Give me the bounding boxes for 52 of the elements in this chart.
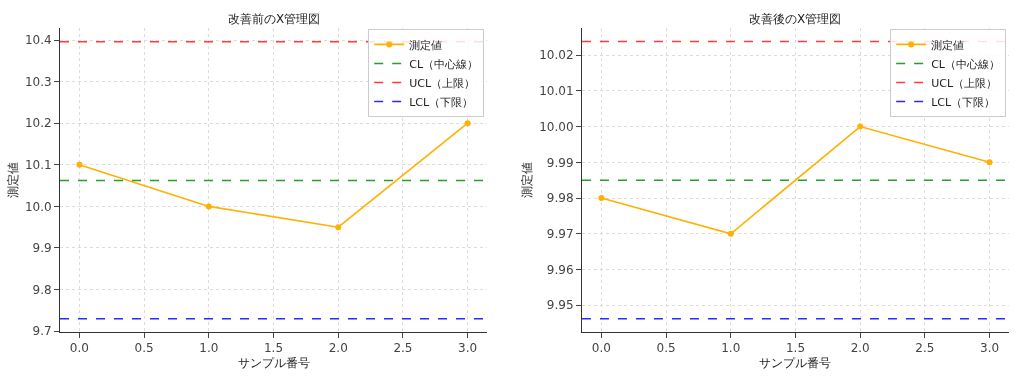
chart-title: 改善後のX管理図 <box>749 12 842 26</box>
legend-label: UCL（上限） <box>409 76 476 90</box>
y-tick-label: 9.97 <box>546 226 574 241</box>
y-tick-label: 9.98 <box>546 191 574 206</box>
y-tick-label: 10.2 <box>24 116 52 131</box>
y-tick-label: 10.3 <box>24 74 52 89</box>
y-tick-label: 10.02 <box>539 48 574 63</box>
x-tick-label: 1.0 <box>199 341 219 356</box>
legend-label: UCL（上限） <box>931 76 998 90</box>
y-tick-label: 9.8 <box>32 282 52 297</box>
y-tick-label: 9.9 <box>32 241 52 256</box>
x-tick-label: 1.0 <box>721 341 741 356</box>
x-tick-label: 0.0 <box>69 341 89 356</box>
legend-label: LCL（下限） <box>931 95 996 109</box>
point <box>727 230 734 237</box>
x-tick-label: 0.5 <box>656 341 676 356</box>
chart-title: 改善前のX管理図 <box>228 12 321 26</box>
point <box>857 123 864 130</box>
y-tick-label: 10.0 <box>24 199 52 214</box>
x-tick-label: 1.5 <box>785 341 806 356</box>
point <box>986 159 993 166</box>
y-tick-label: 10.4 <box>24 33 52 48</box>
legend-label: 測定値 <box>931 38 965 52</box>
y-tick-label: 9.95 <box>546 298 574 313</box>
x-tick-label: 2.0 <box>850 341 870 356</box>
x-tick-label: 3.0 <box>458 341 478 356</box>
y-axis-title: 測定値 <box>520 162 535 198</box>
x-tick-label: 3.0 <box>980 341 1000 356</box>
y-tick-label: 10.1 <box>24 158 52 173</box>
y-tick-label: 9.96 <box>546 262 574 277</box>
x-tick-label: 2.5 <box>393 341 413 356</box>
legend-label: LCL（下限） <box>409 95 474 109</box>
point <box>464 120 471 127</box>
y-axis-title: 測定値 <box>6 162 21 198</box>
x-tick-label: 2.0 <box>328 341 348 356</box>
point <box>205 203 212 210</box>
point <box>335 224 342 231</box>
x-axis-title: サンプル番号 <box>759 356 832 371</box>
x-tick-label: 0.5 <box>134 341 154 356</box>
y-tick-label: 9.7 <box>32 324 52 339</box>
legend-label: CL（中心線） <box>409 57 479 71</box>
point <box>76 161 83 168</box>
x-tick-label: 2.5 <box>915 341 935 356</box>
x-axis-title: サンプル番号 <box>237 356 310 371</box>
y-tick-label: 10.01 <box>539 84 574 99</box>
point <box>598 195 605 202</box>
x-tick-label: 0.0 <box>591 341 611 356</box>
legend-label: CL（中心線） <box>931 57 1000 71</box>
x-tick-label: 1.5 <box>263 341 284 356</box>
y-tick-label: 10.00 <box>539 119 574 134</box>
legend-label: 測定値 <box>409 38 443 52</box>
y-tick-label: 9.99 <box>546 155 574 170</box>
